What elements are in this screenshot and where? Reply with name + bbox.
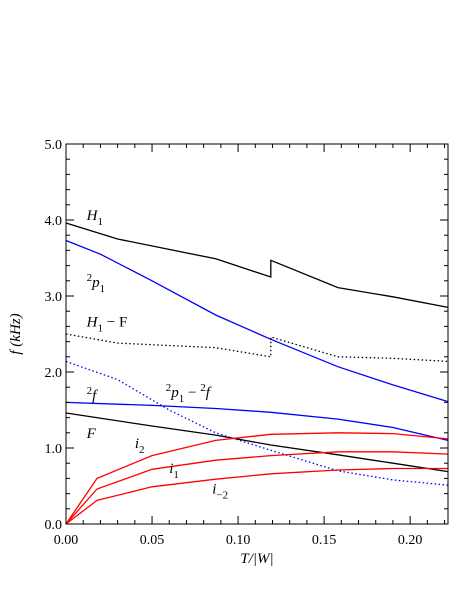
plot-frame	[65, 143, 449, 525]
x-tick-label: 0.15	[312, 533, 337, 548]
x-tick-label: 0.10	[226, 533, 251, 548]
series-annotation-4: 2p1 − 2f	[166, 382, 212, 405]
series-annotation-1: 2p1	[87, 272, 106, 295]
annotation-layer: H1 2p1 H1 − F 2f 2p1 − 2f Fi2 i1 i−2	[86, 208, 229, 502]
y-tick-label: 5.0	[45, 138, 63, 153]
y-tick-label: 3.0	[45, 290, 63, 305]
series-line-6	[65, 432, 449, 525]
series-annotation-7: i1	[169, 461, 179, 481]
series-line-7	[65, 451, 449, 525]
series-line-4	[65, 401, 449, 442]
tick-layer: 0.00 0.05 0.10 0.15 0.20 0.0 1.0 2.0 3.0 4.0 5.0	[45, 138, 448, 548]
series-annotation-3: 2f	[87, 385, 99, 404]
series-line-5	[65, 412, 449, 473]
series-layer	[65, 222, 449, 525]
x-tick-label: 0.00	[54, 533, 79, 548]
series-annotation-2: H1 − F	[86, 314, 128, 334]
series-annotation-6: i2	[135, 436, 145, 456]
series-annotation-0: H1	[86, 208, 103, 228]
series-line-2	[65, 333, 449, 363]
x-tick-label: 0.20	[398, 533, 423, 548]
y-axis-title: f (kHz)	[8, 313, 24, 354]
x-tick-label: 0.05	[140, 533, 165, 548]
series-annotation-5: F	[86, 426, 97, 442]
y-tick-label: 0.0	[45, 518, 63, 533]
series-line-3	[65, 360, 449, 486]
series-line-1	[65, 239, 449, 403]
y-tick-label: 2.0	[45, 366, 63, 381]
series-annotation-8: i−2	[212, 482, 228, 502]
y-tick-label: 4.0	[45, 214, 63, 229]
series-line-0	[65, 222, 449, 309]
series-line-8	[65, 467, 448, 525]
y-tick-label: 1.0	[45, 442, 63, 457]
x-axis-title: T/|W|	[240, 551, 273, 567]
